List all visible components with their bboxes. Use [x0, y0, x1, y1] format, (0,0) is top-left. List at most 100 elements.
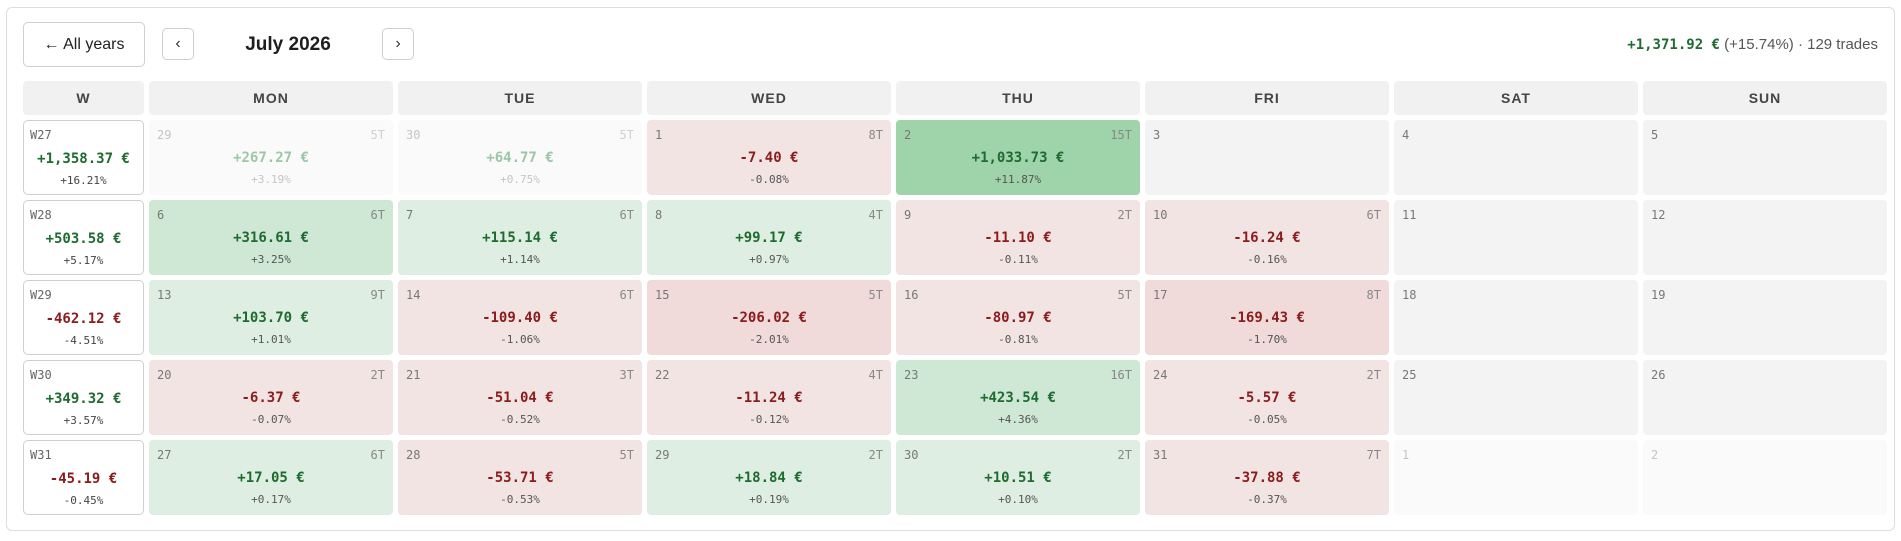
day-number: 21 — [406, 368, 421, 382]
month-pnl: +1,371.92 € — [1627, 37, 1720, 53]
day-number: 1 — [655, 128, 663, 142]
day-pnl: -109.40 € — [482, 310, 558, 326]
day-percent: +0.19% — [749, 493, 789, 506]
day-number: 16 — [904, 288, 919, 302]
day-number: 6 — [157, 208, 165, 222]
day-number: 1 — [1402, 448, 1410, 462]
day-pnl: +267.27 € — [233, 150, 309, 166]
day-cell[interactable]: 28 5T -53.71 € -0.53% — [398, 440, 642, 515]
day-cell[interactable]: 25 — [1394, 360, 1638, 435]
day-number: 23 — [904, 368, 919, 382]
day-cell[interactable]: 2 — [1643, 440, 1887, 515]
day-cell[interactable]: 13 9T +103.70 € +1.01% — [149, 280, 393, 355]
column-header-tue: TUE — [398, 81, 642, 115]
day-percent: +0.75% — [500, 173, 540, 186]
day-cell[interactable]: 7 6T +115.14 € +1.14% — [398, 200, 642, 275]
day-cell[interactable]: 14 6T -109.40 € -1.06% — [398, 280, 642, 355]
day-cell[interactable]: 31 7T -37.88 € -0.37% — [1145, 440, 1389, 515]
day-cell[interactable]: 23 16T +423.54 € +4.36% — [896, 360, 1140, 435]
day-cell[interactable]: 24 2T -5.57 € -0.05% — [1145, 360, 1389, 435]
day-cell[interactable]: 5 — [1643, 120, 1887, 195]
trade-count: 2T — [1366, 368, 1381, 382]
day-cell[interactable]: 16 5T -80.97 € -0.81% — [896, 280, 1140, 355]
day-cell[interactable]: 19 — [1643, 280, 1887, 355]
day-percent: -0.11% — [998, 253, 1038, 266]
day-cell[interactable]: 30 5T +64.77 € +0.75% — [398, 120, 642, 195]
next-month-button[interactable]: › — [382, 28, 414, 60]
day-number: 27 — [157, 448, 172, 462]
day-cell[interactable]: 27 6T +17.05 € +0.17% — [149, 440, 393, 515]
day-cell[interactable]: 9 2T -11.10 € -0.11% — [896, 200, 1140, 275]
day-cell[interactable]: 17 8T -169.43 € -1.70% — [1145, 280, 1389, 355]
day-percent: -2.01% — [749, 333, 789, 346]
trade-count: 9T — [370, 288, 385, 302]
trade-count: 5T — [619, 448, 634, 462]
week-summary-cell[interactable]: W28 +503.58 € +5.17% — [23, 200, 144, 275]
day-pnl: -11.24 € — [735, 390, 803, 406]
day-pnl: +316.61 € — [233, 230, 309, 246]
day-cell[interactable]: 29 5T +267.27 € +3.19% — [149, 120, 393, 195]
trade-count: 6T — [370, 208, 385, 222]
day-pnl: -7.40 € — [739, 150, 799, 166]
week-summary-cell[interactable]: W31 -45.19 € -0.45% — [23, 440, 144, 515]
day-cell[interactable]: 8 4T +99.17 € +0.97% — [647, 200, 891, 275]
day-cell[interactable]: 15 5T -206.02 € -2.01% — [647, 280, 891, 355]
trade-count: 5T — [868, 288, 883, 302]
day-number: 14 — [406, 288, 421, 302]
day-percent: -0.16% — [1247, 253, 1287, 266]
day-cell[interactable]: 11 — [1394, 200, 1638, 275]
day-cell[interactable]: 12 — [1643, 200, 1887, 275]
previous-month-button[interactable]: ‹ — [162, 28, 194, 60]
day-cell[interactable]: 18 — [1394, 280, 1638, 355]
day-pnl: +423.54 € — [980, 390, 1056, 406]
day-number: 4 — [1402, 128, 1410, 142]
day-cell[interactable]: 6 6T +316.61 € +3.25% — [149, 200, 393, 275]
day-cell[interactable]: 29 2T +18.84 € +0.19% — [647, 440, 891, 515]
column-header-sat: SAT — [1394, 81, 1638, 115]
day-number: 31 — [1153, 448, 1168, 462]
day-cell[interactable]: 1 — [1394, 440, 1638, 515]
week-pnl: +1,358.37 € — [37, 151, 130, 167]
column-header-mon: MON — [149, 81, 393, 115]
week-summary-cell[interactable]: W30 +349.32 € +3.57% — [23, 360, 144, 435]
day-cell[interactable]: 4 — [1394, 120, 1638, 195]
day-percent: -1.06% — [500, 333, 540, 346]
day-cell[interactable]: 10 6T -16.24 € -0.16% — [1145, 200, 1389, 275]
week-label: W31 — [30, 448, 52, 462]
trade-count: 7T — [1366, 448, 1381, 462]
all-years-button[interactable]: ← All years — [23, 22, 145, 67]
day-percent: +0.97% — [749, 253, 789, 266]
day-number: 12 — [1651, 208, 1666, 222]
day-cell[interactable]: 26 — [1643, 360, 1887, 435]
day-pnl: +10.51 € — [984, 470, 1052, 486]
day-cell[interactable]: 21 3T -51.04 € -0.52% — [398, 360, 642, 435]
calendar-panel: ← All years ‹ July 2026 › +1,371.92 € (+… — [6, 7, 1895, 531]
day-percent: -0.12% — [749, 413, 789, 426]
day-cell[interactable]: 30 2T +10.51 € +0.10% — [896, 440, 1140, 515]
day-cell[interactable]: 20 2T -6.37 € -0.07% — [149, 360, 393, 435]
week-pnl: +503.58 € — [45, 231, 122, 247]
day-number: 9 — [904, 208, 912, 222]
day-percent: +4.36% — [998, 413, 1038, 426]
month-summary-detail: (+15.74%) · 129 trades — [1719, 36, 1878, 53]
day-pnl: +115.14 € — [482, 230, 558, 246]
week-summary-cell[interactable]: W29 -462.12 € -4.51% — [23, 280, 144, 355]
trade-count: 6T — [619, 288, 634, 302]
day-percent: +11.87% — [994, 173, 1042, 186]
week-percent: +3.57% — [63, 414, 104, 427]
week-pnl: +349.32 € — [45, 391, 122, 407]
trade-count: 8T — [868, 128, 883, 142]
week-summary-cell[interactable]: W27 +1,358.37 € +16.21% — [23, 120, 144, 195]
trade-count: 2T — [370, 368, 385, 382]
day-cell[interactable]: 3 — [1145, 120, 1389, 195]
day-cell[interactable]: 22 4T -11.24 € -0.12% — [647, 360, 891, 435]
trade-count: 8T — [1366, 288, 1381, 302]
day-number: 28 — [406, 448, 421, 462]
day-number: 18 — [1402, 288, 1417, 302]
column-header-fri: FRI — [1145, 81, 1389, 115]
trade-count: 6T — [1366, 208, 1381, 222]
day-cell[interactable]: 2 15T +1,033.73 € +11.87% — [896, 120, 1140, 195]
day-cell[interactable]: 1 8T -7.40 € -0.08% — [647, 120, 891, 195]
day-pnl: -51.04 € — [486, 390, 554, 406]
day-number: 19 — [1651, 288, 1666, 302]
